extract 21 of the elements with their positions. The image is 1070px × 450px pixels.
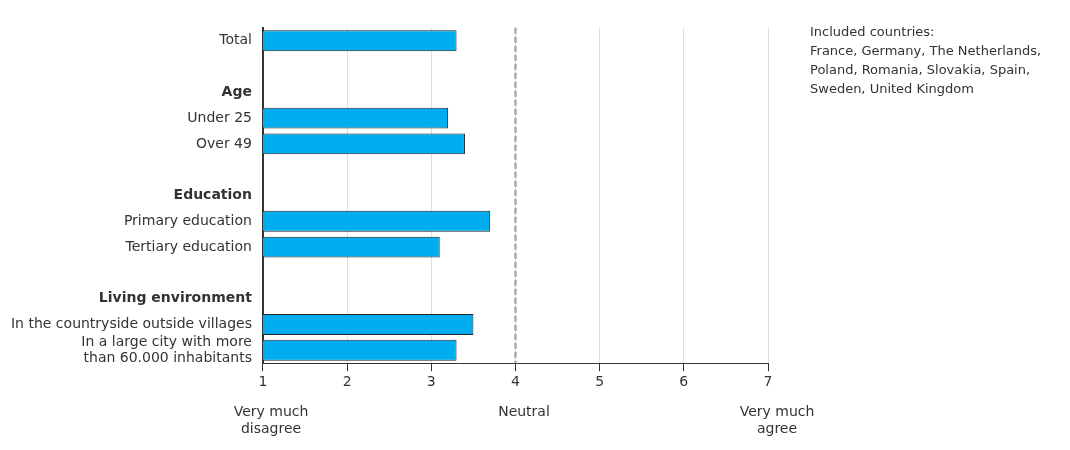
y-tick-label: Living environment [98,289,253,306]
y-tick-label: Over 49 [195,134,252,151]
x-tick-label: 7 [763,373,773,390]
y-tick-label: In a large city with more than 60.000 inhabitants [81,332,252,366]
y-tick-label: Education [173,186,252,203]
x-tick-label: 4 [511,373,521,390]
y-tick-label: Under 25 [187,108,252,125]
text: Included countries: France, Germany, The Netherlands, Poland, Romania, Slovakia, Spain, Sweden, United Kingdom [810,23,1043,98]
y-tick-label: In the countryside outside villages [10,315,252,332]
x-tick-label: 3 [426,373,436,390]
x-tick-label: 5 [595,373,605,390]
y-tick-label: Total [218,31,252,48]
text: Very much disagree [232,403,310,437]
x-tick-label: 6 [679,373,689,390]
x-tick-label: 2 [342,373,352,390]
y-tick-label: Tertiary education [124,237,252,254]
y-tick-label: Primary education [123,211,252,228]
text: Neutral [497,403,551,421]
y-tick-label: Age [221,82,252,99]
text: Very much agree [738,403,816,437]
x-tick-label: 1 [258,373,268,390]
